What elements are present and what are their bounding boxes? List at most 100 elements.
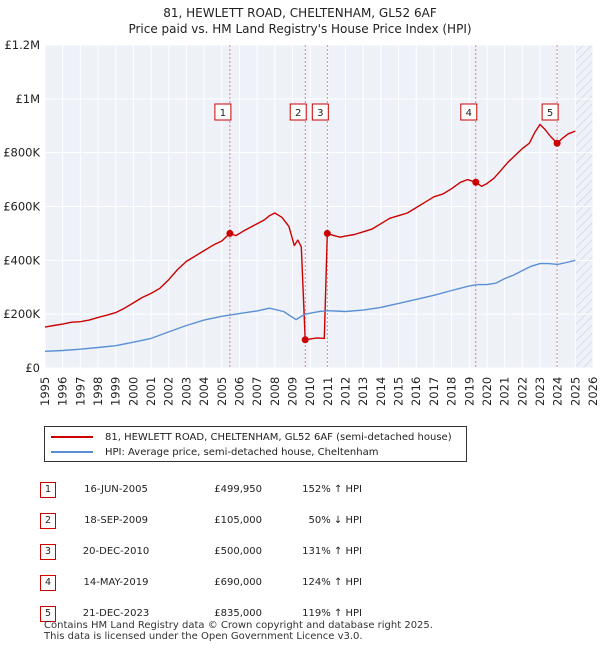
sale-marker-label: 1 [40,481,56,498]
sale-marker-box: 2 [289,103,307,121]
sale-point [323,229,331,237]
x-tick-label: 2018 [445,377,459,406]
legend-swatch-property [51,436,93,438]
sale-marker-number: 4 [466,108,472,119]
x-tick-label: 2010 [303,377,317,406]
sale-marker-number: 5 [547,108,553,119]
x-tick-label: 2013 [356,377,370,406]
sale-point [226,229,234,237]
x-tick-label: 2003 [179,377,193,406]
x-tick-label: 2019 [462,377,476,406]
sale-marker-label: 3 [40,543,56,560]
y-tick-label: £400K [3,253,40,267]
sale-hpi-change: 124% ↑ HPI [302,577,362,588]
sale-hpi-change: 152% ↑ HPI [302,484,362,495]
x-tick-label: 2025 [568,377,582,406]
sale-date: 21-DEC-2023 [82,608,150,619]
x-tick-label: 2009 [285,377,299,406]
x-tick-label: 2015 [392,377,406,406]
x-tick-label: 2011 [321,377,335,406]
x-tick-label: 2008 [268,377,282,406]
sale-hpi-change: 131% ↑ HPI [302,546,362,557]
x-tick-label: 2026 [586,377,600,406]
x-tick-label: 2016 [409,377,423,406]
sale-marker-box: 3 [311,103,329,121]
sale-marker-box: 4 [460,103,478,121]
y-tick-label: £1M [15,92,40,106]
table-row: 4 14-MAY-2019 £690,000 124% ↑ HPI [40,567,366,598]
x-tick-label: 2022 [515,377,529,406]
table-row: 5 21-DEC-2023 £835,000 119% ↑ HPI [40,598,366,629]
footer-copyright: Contains HM Land Registry data © Crown c… [44,620,433,631]
x-tick-label: 2014 [374,377,388,406]
x-tick-label: 2007 [250,377,264,406]
sale-marker-box: 5 [541,103,559,121]
x-tick-label: 2000 [126,377,140,406]
x-tick-label: 2002 [162,377,176,406]
legend: 81, HEWLETT ROAD, CHELTENHAM, GL52 6AF (… [44,426,467,462]
sale-point [301,336,309,344]
sale-marker-frame [541,103,559,121]
sale-price: £499,950 [214,484,262,495]
hpi-line [44,259,576,352]
legend-label-hpi: HPI: Average price, semi-detached house,… [105,446,379,458]
chart-subtitle: Price paid vs. HM Land Registry's House … [128,22,471,36]
price-chart: 81, HEWLETT ROAD, CHELTENHAM, GL52 6AF P… [3,6,600,406]
x-tick-label: 2021 [498,377,512,406]
x-tick-label: 1998 [91,377,105,406]
x-tick-label: 1997 [73,377,87,406]
x-tick-label: 2023 [533,377,547,406]
sale-date: 14-MAY-2019 [83,577,149,588]
sale-price: £105,000 [214,515,262,526]
sale-date: 20-DEC-2010 [82,546,150,557]
legend-label-property: 81, HEWLETT ROAD, CHELTENHAM, GL52 6AF (… [105,431,452,443]
sale-point [553,139,561,147]
x-tick-label: 2012 [339,377,353,406]
y-tick-label: £1.2M [4,38,40,52]
legend-swatch-hpi [51,451,93,453]
property-price-line [44,123,576,341]
sale-marker-frame [289,103,307,121]
sale-price: £690,000 [214,577,262,588]
sale-marker-label: 2 [40,512,56,529]
sale-marker-number: 2 [295,108,301,119]
sale-price: £835,000 [214,608,262,619]
transactions-table: 1 16-JUN-2005 £499,950 152% ↑ HPI 2 18-S… [40,474,366,629]
x-tick-label: 2020 [480,377,494,406]
legend-item-property: 81, HEWLETT ROAD, CHELTENHAM, GL52 6AF (… [51,430,452,444]
sale-hpi-change: 119% ↑ HPI [302,608,362,619]
y-tick-label: £800K [3,146,40,160]
table-row: 3 20-DEC-2010 £500,000 131% ↑ HPI [40,536,366,567]
table-row: 2 18-SEP-2009 £105,000 50% ↓ HPI [40,505,366,536]
footer: Contains HM Land Registry data © Crown c… [44,620,433,642]
sale-marker-box: 1 [214,103,232,121]
sale-date: 16-JUN-2005 [84,484,148,495]
x-tick-label: 1999 [109,377,123,406]
chart-title: 81, HEWLETT ROAD, CHELTENHAM, GL52 6AF [163,6,437,20]
sale-marker-label: 4 [40,574,56,591]
legend-item-hpi: HPI: Average price, semi-detached house,… [51,445,378,459]
footer-licence: This data is licensed under the Open Gov… [44,631,363,642]
y-tick-label: £600K [3,200,40,214]
sale-price: £500,000 [214,546,262,557]
sale-marker-frame [460,103,478,121]
x-tick-label: 2001 [144,377,158,406]
x-tick-label: 2004 [197,377,211,406]
x-tick-label: 1995 [38,377,52,406]
x-tick-label: 2024 [551,377,565,406]
sale-marker-frame [311,103,329,121]
sale-marker-number: 3 [317,108,323,119]
sale-marker-number: 1 [220,108,226,119]
sale-marker-frame [214,103,232,121]
sale-marker-label: 5 [40,605,56,622]
y-tick-label: £0 [25,361,40,375]
x-tick-label: 2017 [427,377,441,406]
y-tick-label: £200K [3,307,40,321]
x-tick-label: 1996 [56,377,70,406]
x-tick-label: 2005 [215,377,229,406]
sale-hpi-change: 50% ↓ HPI [308,515,362,526]
table-row: 1 16-JUN-2005 £499,950 152% ↑ HPI [40,474,366,505]
x-tick-label: 2006 [232,377,246,406]
sale-date: 18-SEP-2009 [84,515,148,526]
sale-point [472,178,480,186]
